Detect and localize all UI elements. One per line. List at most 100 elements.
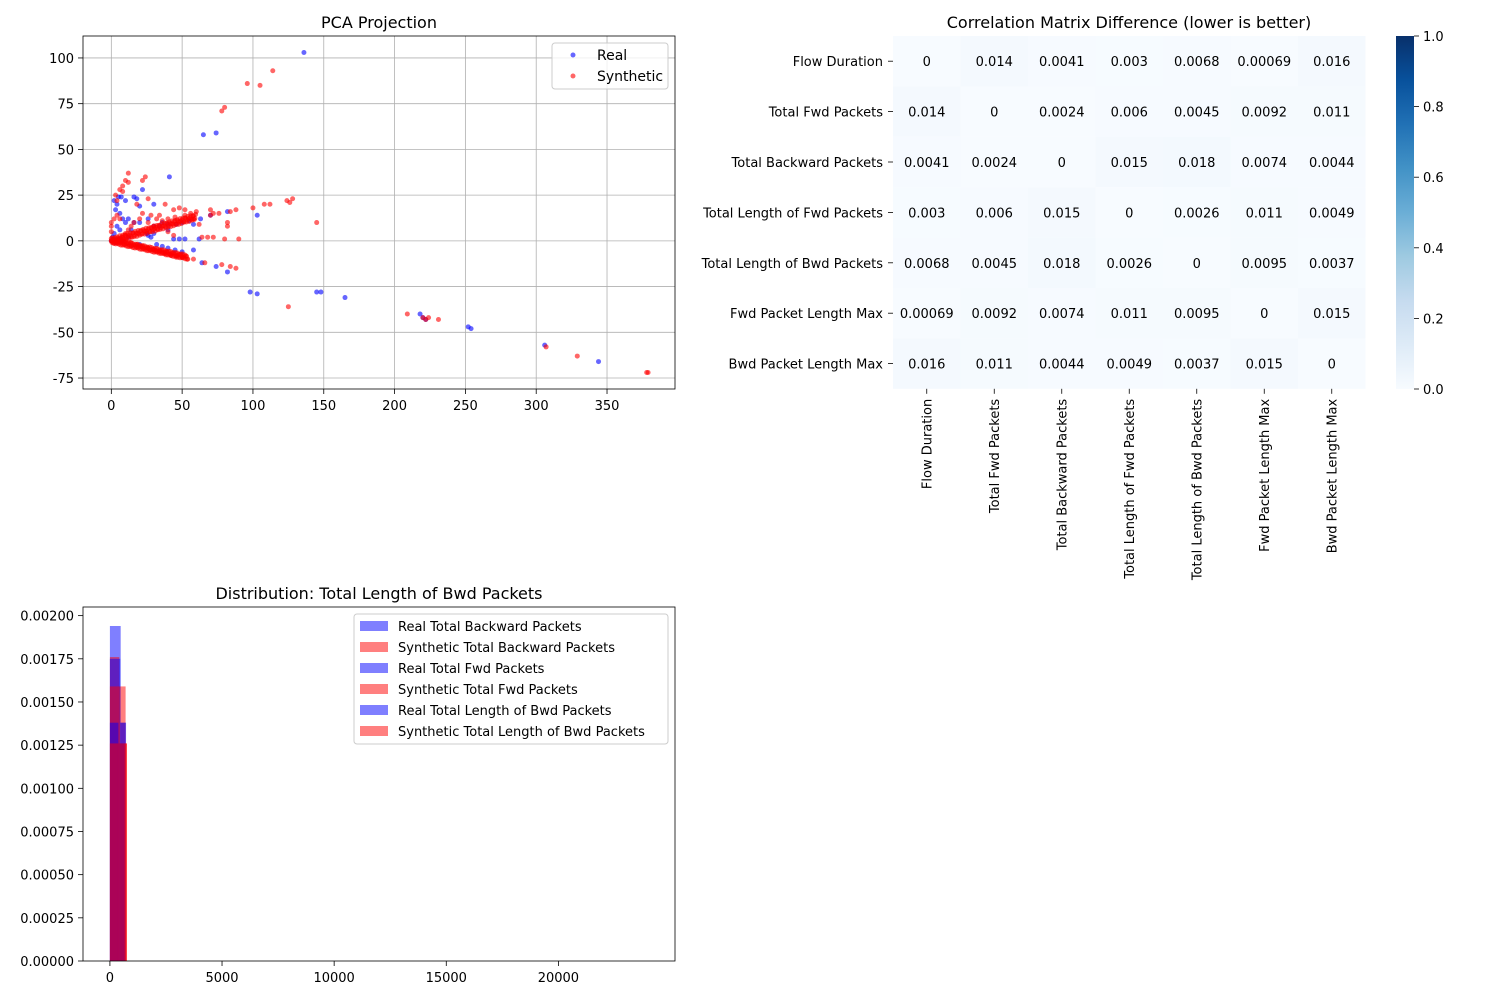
pca-point-real xyxy=(314,289,320,295)
heatmap-col-label: Fwd Packet Length Max xyxy=(1258,399,1273,552)
heatmap-cell xyxy=(1095,36,1163,87)
pca-point-real xyxy=(301,49,307,55)
heatmap-cell-value: 0 xyxy=(1125,206,1133,221)
legend-label-real: Real xyxy=(597,48,627,64)
pca-point-synthetic xyxy=(233,207,239,213)
heatmap-cell xyxy=(1163,86,1231,137)
histogram-legend-label: Synthetic Total Backward Packets xyxy=(398,641,615,656)
heatmap-cell xyxy=(960,237,1028,288)
heatmap-col-label: Total Backward Packets xyxy=(1056,399,1071,552)
pca-point-synthetic xyxy=(113,192,119,198)
pca-point-real xyxy=(596,359,602,365)
pca-point-synthetic xyxy=(219,262,225,268)
pca-point-synthetic xyxy=(182,207,188,213)
pca-point-real xyxy=(139,187,145,193)
heatmap-cell xyxy=(1163,288,1231,339)
pca-point-real xyxy=(190,247,196,253)
heatmap-cell-value: 0.0095 xyxy=(1174,307,1220,322)
pca-y-tick-label: 50 xyxy=(57,143,74,158)
heatmap-cell xyxy=(1230,338,1298,389)
heatmap-col-label: Bwd Packet Length Max xyxy=(1326,399,1341,554)
pca-point-synthetic xyxy=(222,236,228,242)
heatmap-cell-value: 0.00069 xyxy=(1237,55,1291,70)
pca-point-synthetic xyxy=(156,212,162,218)
heatmap-cell-value: 0.015 xyxy=(1111,156,1148,171)
heatmap-cell xyxy=(1095,288,1163,339)
histogram-legend-swatch xyxy=(360,684,388,694)
pca-point-synthetic xyxy=(244,81,250,87)
pca-point-real xyxy=(171,236,177,242)
pca-point-synthetic xyxy=(196,221,202,227)
pca-point-real xyxy=(198,216,204,222)
pca-point-synthetic xyxy=(216,210,222,216)
heatmap-row-label: Flow Duration xyxy=(793,55,883,70)
heatmap-cell-value: 0.0095 xyxy=(1242,257,1288,272)
pca-point-synthetic xyxy=(222,104,228,110)
pca-point-synthetic xyxy=(114,198,120,204)
histogram-legend-swatch xyxy=(360,621,388,631)
heatmap-cell xyxy=(1230,288,1298,339)
pca-point-real xyxy=(200,132,206,138)
pca-point-synthetic xyxy=(261,201,267,207)
histogram-legend-swatch xyxy=(360,642,388,652)
pca-point-synthetic xyxy=(435,316,441,322)
histogram-legend-frame xyxy=(353,613,669,745)
heatmap-cell-value: 0.006 xyxy=(976,206,1013,221)
pca-point-synthetic xyxy=(199,234,205,240)
heatmap-cell-value: 0.016 xyxy=(1313,55,1350,70)
pca-projection-chart: 0 50 100 150 200 250 300 350 -75 -50 -25 0 25 50 75 100… xyxy=(49,13,676,414)
pca-point-synthetic xyxy=(154,216,160,222)
heatmap-cell xyxy=(1095,86,1163,137)
heatmap-cell-value: 0.018 xyxy=(1043,257,1080,272)
pca-point-synthetic xyxy=(224,220,230,226)
histogram-y-tick-label: 0.00200 xyxy=(20,610,74,625)
heatmap-cell-value: 0.011 xyxy=(1313,106,1350,121)
histogram-x-tick-label: 20000 xyxy=(538,971,579,986)
colorbar-tick-label: 0.8 xyxy=(1423,101,1444,116)
pca-point-synthetic xyxy=(210,234,216,240)
heatmap-cell-value: 0.015 xyxy=(1313,307,1350,322)
heatmap-row-label: Bwd Packet Length Max xyxy=(729,358,884,373)
heatmap-cell xyxy=(960,187,1028,238)
heatmap-cell xyxy=(1163,36,1231,87)
heatmap-cell-value: 0 xyxy=(923,55,931,70)
pca-y-tick-label: 0 xyxy=(66,235,74,250)
heatmap-col-label: Total Length of Bwd Packets xyxy=(1191,399,1206,582)
heatmap-cell xyxy=(1095,338,1163,389)
histogram-y-tick-label: 0.00100 xyxy=(20,782,74,797)
pca-point-synthetic xyxy=(111,216,117,222)
pca-y-tick-label: -75 xyxy=(53,372,74,387)
pca-point-real xyxy=(468,326,474,332)
heatmap-cell-value: 0 xyxy=(990,106,998,121)
heatmap-cell-value: 0.0068 xyxy=(904,257,950,272)
pca-point-real xyxy=(114,223,120,229)
histogram-y-tick-label: 0.00175 xyxy=(20,653,74,668)
pca-point-synthetic xyxy=(426,315,432,321)
heatmap-cell xyxy=(1298,288,1366,339)
histogram-legend-label: Synthetic Total Fwd Packets xyxy=(398,683,578,698)
pca-point-synthetic xyxy=(162,201,168,207)
heatmap-cell-value: 0.011 xyxy=(1111,307,1148,322)
heatmap-cell xyxy=(893,187,961,238)
heatmap-cell-value: 0.006 xyxy=(1111,106,1148,121)
pca-plot-frame xyxy=(82,35,676,390)
heatmap-cell xyxy=(1163,338,1231,389)
pca-title: PCA Projection xyxy=(321,13,437,32)
pca-x-tick-label: 100 xyxy=(241,399,266,414)
heatmap-cell xyxy=(1028,86,1096,137)
pca-legend: Real Synthetic xyxy=(551,42,669,90)
heatmap-cell xyxy=(1163,136,1231,188)
histogram-legend-swatch xyxy=(360,663,388,673)
pca-y-tick-label: -25 xyxy=(53,281,74,296)
heatmap-cell xyxy=(960,338,1028,389)
pca-point-synthetic xyxy=(192,215,198,221)
pca-point-synthetic xyxy=(205,234,211,240)
heatmap-cell xyxy=(1230,36,1298,87)
pca-point-synthetic xyxy=(139,210,145,216)
pca-point-synthetic xyxy=(233,265,239,271)
pca-x-tick-label: 150 xyxy=(311,399,336,414)
heatmap-cell xyxy=(960,36,1028,87)
pca-point-synthetic xyxy=(574,353,580,359)
heatmap-cell xyxy=(1298,136,1366,188)
pca-point-synthetic xyxy=(219,108,225,114)
